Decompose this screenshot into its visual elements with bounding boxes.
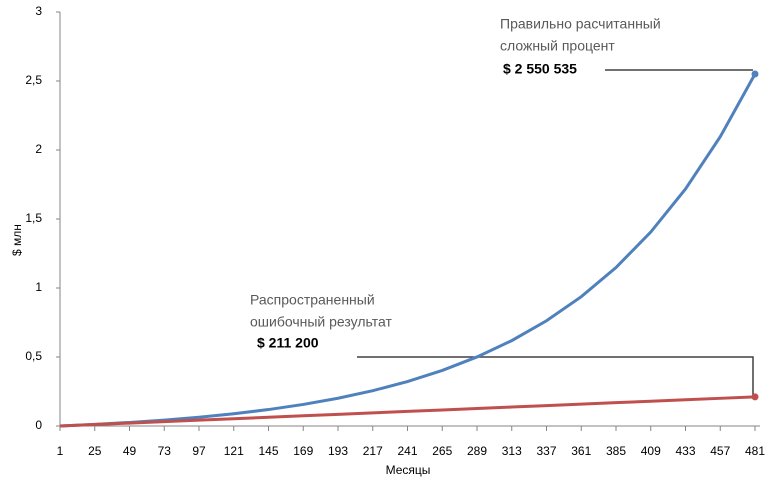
annotation-value: $ 2 550 535 — [503, 61, 577, 77]
series-line — [59, 395, 756, 428]
x-tick-label: 313 — [502, 444, 522, 458]
x-tick-label: 433 — [675, 444, 695, 458]
y-tick-label: 2,5 — [25, 73, 42, 87]
x-tick-label: 457 — [710, 444, 730, 458]
x-axis-label: Месяцы — [386, 463, 431, 477]
x-tick-label: 337 — [536, 444, 556, 458]
x-tick-label: 1 — [57, 444, 64, 458]
x-tick-label: 265 — [432, 444, 452, 458]
connector — [357, 356, 754, 396]
x-tick-label: 361 — [571, 444, 591, 458]
x-tick-label: 217 — [363, 444, 383, 458]
y-axis-label: $ млн — [10, 224, 24, 256]
x-tick-label: 169 — [293, 444, 313, 458]
y-tick-label: 1,5 — [25, 211, 42, 225]
annotation-text: ошибочный результат — [250, 314, 392, 330]
x-tick-label: 97 — [192, 444, 206, 458]
annotation-text: Распространенный — [250, 292, 375, 308]
end-marker — [751, 70, 759, 78]
x-tick-label: 193 — [328, 444, 348, 458]
end-marker — [751, 393, 759, 401]
x-tick-label: 145 — [258, 444, 278, 458]
x-tick-label: 121 — [224, 444, 244, 458]
x-tick-label: 409 — [641, 444, 661, 458]
x-tick-label: 481 — [745, 444, 765, 458]
series-line — [59, 73, 757, 428]
x-tick-label: 385 — [606, 444, 626, 458]
x-tick-label: 25 — [88, 444, 102, 458]
annotation-text: сложный процент — [500, 38, 615, 54]
annotation-text: Правильно расчитанный — [500, 16, 661, 32]
y-tick-label: 2 — [35, 142, 42, 156]
x-tick-label: 241 — [397, 444, 417, 458]
annotation-value: $ 211 200 — [257, 335, 319, 351]
x-tick-label: 49 — [123, 444, 137, 458]
y-tick-label: 0 — [35, 418, 42, 432]
x-tick-label: 289 — [467, 444, 487, 458]
x-tick-label: 73 — [158, 444, 172, 458]
y-tick-label: 1 — [35, 280, 42, 294]
y-tick-label: 3 — [35, 4, 42, 18]
y-tick-label: 0,5 — [25, 349, 42, 363]
